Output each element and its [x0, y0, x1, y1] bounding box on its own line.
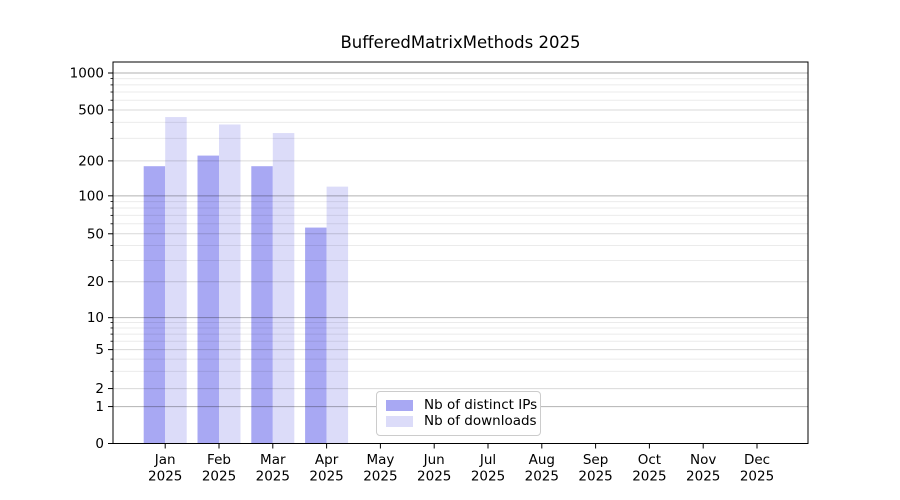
x-tick-label-month: Oct [638, 452, 661, 468]
x-tick-label-year: 2025 [363, 469, 397, 485]
y-tick-label: 20 [87, 274, 104, 290]
x-tick-label-month: Apr [315, 452, 339, 468]
legend: Nb of distinct IPs Nb of downloads [376, 391, 541, 436]
y-tick-label: 10 [87, 310, 104, 326]
x-tick-label-year: 2025 [686, 469, 720, 485]
legend-item-distinct-ips: Nb of distinct IPs [386, 398, 537, 413]
bar-distinct-ips-feb [197, 155, 219, 444]
x-tick-label-month: Feb [207, 452, 231, 468]
legend-item-downloads: Nb of downloads [386, 414, 537, 429]
y-tick-label: 1000 [70, 65, 104, 81]
x-tick-label-month: Mar [260, 452, 286, 468]
bar-distinct-ips-apr [305, 227, 327, 444]
bar-downloads-mar [272, 133, 295, 444]
bar-distinct-ips-mar [251, 166, 273, 444]
x-tick-label-year: 2025 [256, 469, 290, 485]
y-tick-label: 1 [95, 399, 104, 415]
legend-swatch-distinct-ips [386, 400, 413, 411]
x-tick-label-year: 2025 [525, 469, 559, 485]
bar-downloads-feb [219, 124, 241, 444]
x-tick-label-year: 2025 [740, 469, 774, 485]
x-tick-label-month: Nov [690, 452, 716, 468]
x-tick-label-month: Jun [423, 452, 445, 468]
y-tick-label: 500 [78, 102, 104, 118]
x-tick-label-year: 2025 [417, 469, 451, 485]
x-tick-label-month: Jul [479, 452, 496, 468]
x-tick-label-year: 2025 [578, 469, 612, 485]
legend-label-distinct-ips: Nb of distinct IPs [424, 397, 538, 413]
x-tick-label-month: Aug [529, 452, 555, 468]
bar-downloads-apr [326, 186, 349, 444]
x-tick-label-year: 2025 [202, 469, 236, 485]
bar-downloads-jan [165, 117, 187, 444]
y-tick-label: 0 [95, 436, 104, 452]
legend-label-downloads: Nb of downloads [424, 413, 537, 429]
x-tick-label-month: Sep [583, 452, 608, 468]
x-tick-label-year: 2025 [632, 469, 666, 485]
x-tick-label-month: May [366, 452, 394, 468]
y-tick-label: 2 [95, 381, 104, 397]
x-tick-label-year: 2025 [309, 469, 343, 485]
y-tick-label: 100 [78, 188, 104, 204]
chart-title: BufferedMatrixMethods 2025 [340, 33, 581, 52]
legend-swatch-downloads [386, 416, 413, 427]
x-tick-label-month: Dec [744, 452, 770, 468]
x-tick-label-year: 2025 [471, 469, 505, 485]
x-tick-label-month: Jan [154, 452, 176, 468]
y-tick-label: 200 [78, 153, 104, 169]
y-tick-label: 5 [95, 342, 104, 358]
x-tick-label-year: 2025 [148, 469, 182, 485]
bar-distinct-ips-jan [143, 166, 166, 444]
plot-border [112, 61, 809, 444]
y-tick-label: 50 [87, 226, 104, 242]
